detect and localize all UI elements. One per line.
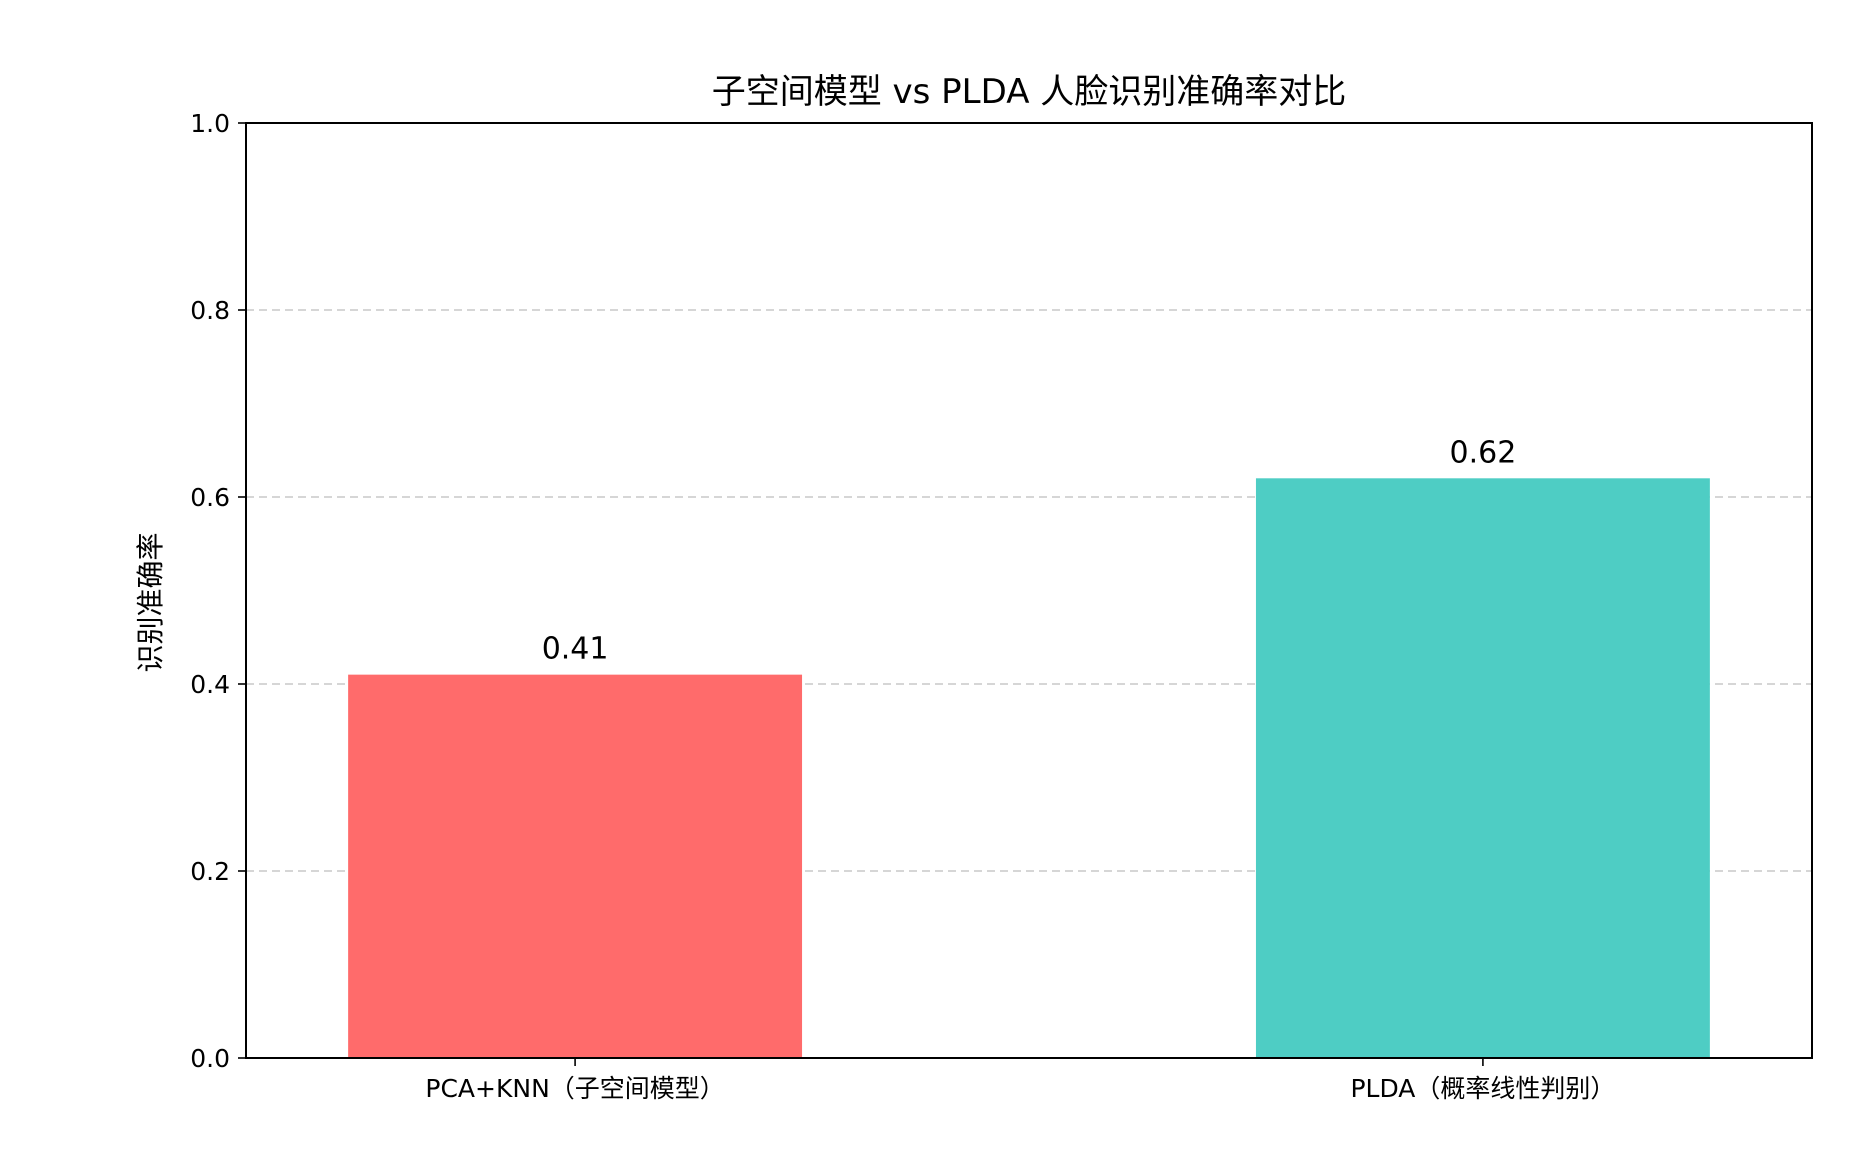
y-ticks: 0.0 0.2 0.4 0.6 0.8 1.0 [190,109,246,1073]
bar-2 [1255,478,1710,1058]
bar-value-label: 0.62 [1450,435,1517,470]
chart-title: 子空间模型 vs PLDA 人脸识别准确率对比 [712,72,1347,112]
y-tick-label: 0.6 [190,483,230,512]
labels: 0.41 PCA+KNN（子空间模型） 0.62 PLDA（概率线性判别） [425,435,1615,1103]
x-tick-label: PCA+KNN（子空间模型） [425,1074,724,1103]
bar-value-label: 0.41 [542,632,609,667]
y-tick-label: 0.2 [190,857,230,886]
axes-frame [245,122,1813,1059]
bars [348,478,1710,1058]
x-tick-label: PLDA（概率线性判别） [1350,1074,1615,1103]
bar-1 [348,674,803,1058]
y-axis-label: 识别准确率 [134,532,167,672]
y-tick-label: 0.4 [190,670,230,699]
y-tick-label: 0.8 [190,296,230,325]
y-tick-label: 1.0 [190,109,230,138]
y-tick-label: 0.0 [190,1044,230,1073]
